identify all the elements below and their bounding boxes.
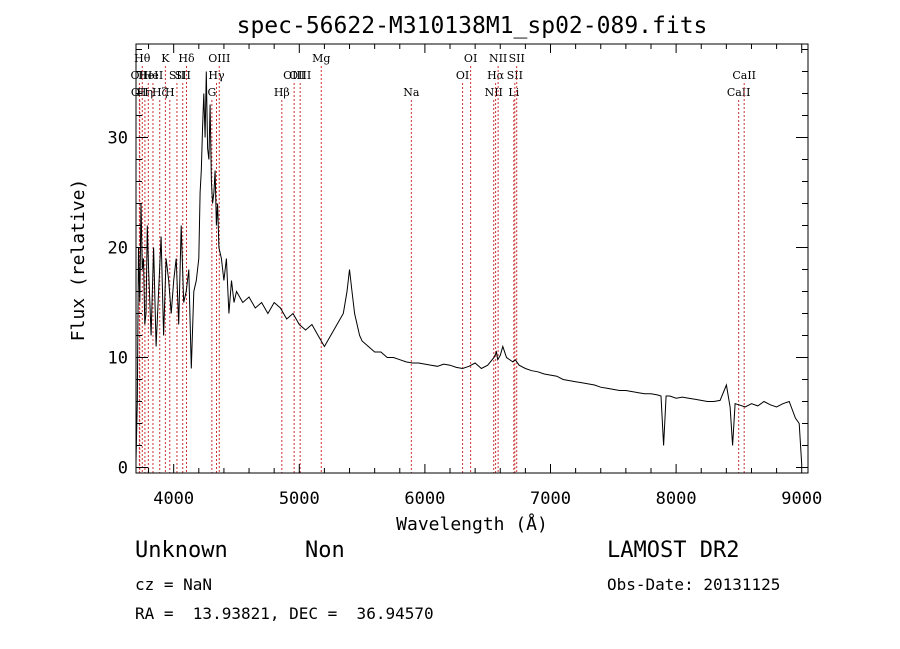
line-marker-label: Li [508,86,519,99]
line-marker-label: CaII [727,86,751,99]
line-marker-label: SII [507,69,523,82]
line-marker-label: Hδ [178,52,195,65]
y-tick-label: 20 [108,239,128,259]
x-tick-label: 9000 [781,489,822,509]
line-marker-label: OIII [289,69,311,82]
line-marker-label: G [207,86,216,99]
x-tick-label: 6000 [404,489,445,509]
survey-label: LAMOST DR2 [607,538,740,563]
classification-text: Unknown [135,538,228,563]
line-marker-label: OIII [283,69,305,82]
line-marker-label: SII [175,69,191,82]
plot-frame [135,43,809,474]
redshift-text: cz = NaN [135,575,213,594]
line-marker-label: OI [464,52,477,65]
line-marker-label: Mg [312,52,330,65]
line-marker-label: Hβ [274,86,290,99]
line-marker-label: OI [456,69,469,82]
line-marker-label: OII [131,69,149,82]
line-marker-label: NII [485,86,503,99]
line-marker-label: SII [169,69,185,82]
line-marker-label: OII [131,86,149,99]
y-tick-label: 10 [108,349,128,369]
x-tick-label: 4000 [153,489,194,509]
x-axis-label: Wavelength (Å) [396,513,548,535]
coordinates-text: RA = 13.93821, DEC = 36.94570 [135,604,434,623]
x-tick-label: 7000 [530,489,571,509]
line-marker-label: Hγ [208,69,225,82]
line-marker-label: Hζ [152,86,168,99]
line-marker-label: CaII [732,69,756,82]
obs-date-text: Obs-Date: 20131125 [607,575,781,594]
line-marker-label: H [165,86,175,99]
line-marker-label: Hθ [134,52,151,65]
line-marker-label: HeI [138,69,158,82]
y-axis-label: Flux (relative) [68,179,89,342]
axes-layer: 4000 5000 6000 7000 8000 9000 0 10 20 30 [108,43,822,509]
x-tick-label: 8000 [656,489,697,509]
line-marker-label: NII [489,52,507,65]
y-tick-label: 30 [108,129,128,149]
subclass-text: Non [305,538,345,563]
x-tick-label: 5000 [279,489,320,509]
spectrum-line [135,71,803,465]
y-tick-label: 0 [118,459,128,479]
line-marker-label: Hη [137,86,153,99]
line-marker-layer: OIIOIIHθHηHeIHeIHζKHSIISIIHδGHγOIIIHβOII… [131,52,756,473]
line-marker-label: OIII [208,52,230,65]
chart-title: spec-56622-M310138M1_sp02-089.fits [237,13,708,39]
line-marker-label: K [161,52,170,65]
line-marker-label: Hα [487,69,505,82]
line-marker-label: HeI [143,69,163,82]
line-marker-label: SII [509,52,525,65]
series-layer [135,71,803,465]
line-marker-label: Na [403,86,420,99]
